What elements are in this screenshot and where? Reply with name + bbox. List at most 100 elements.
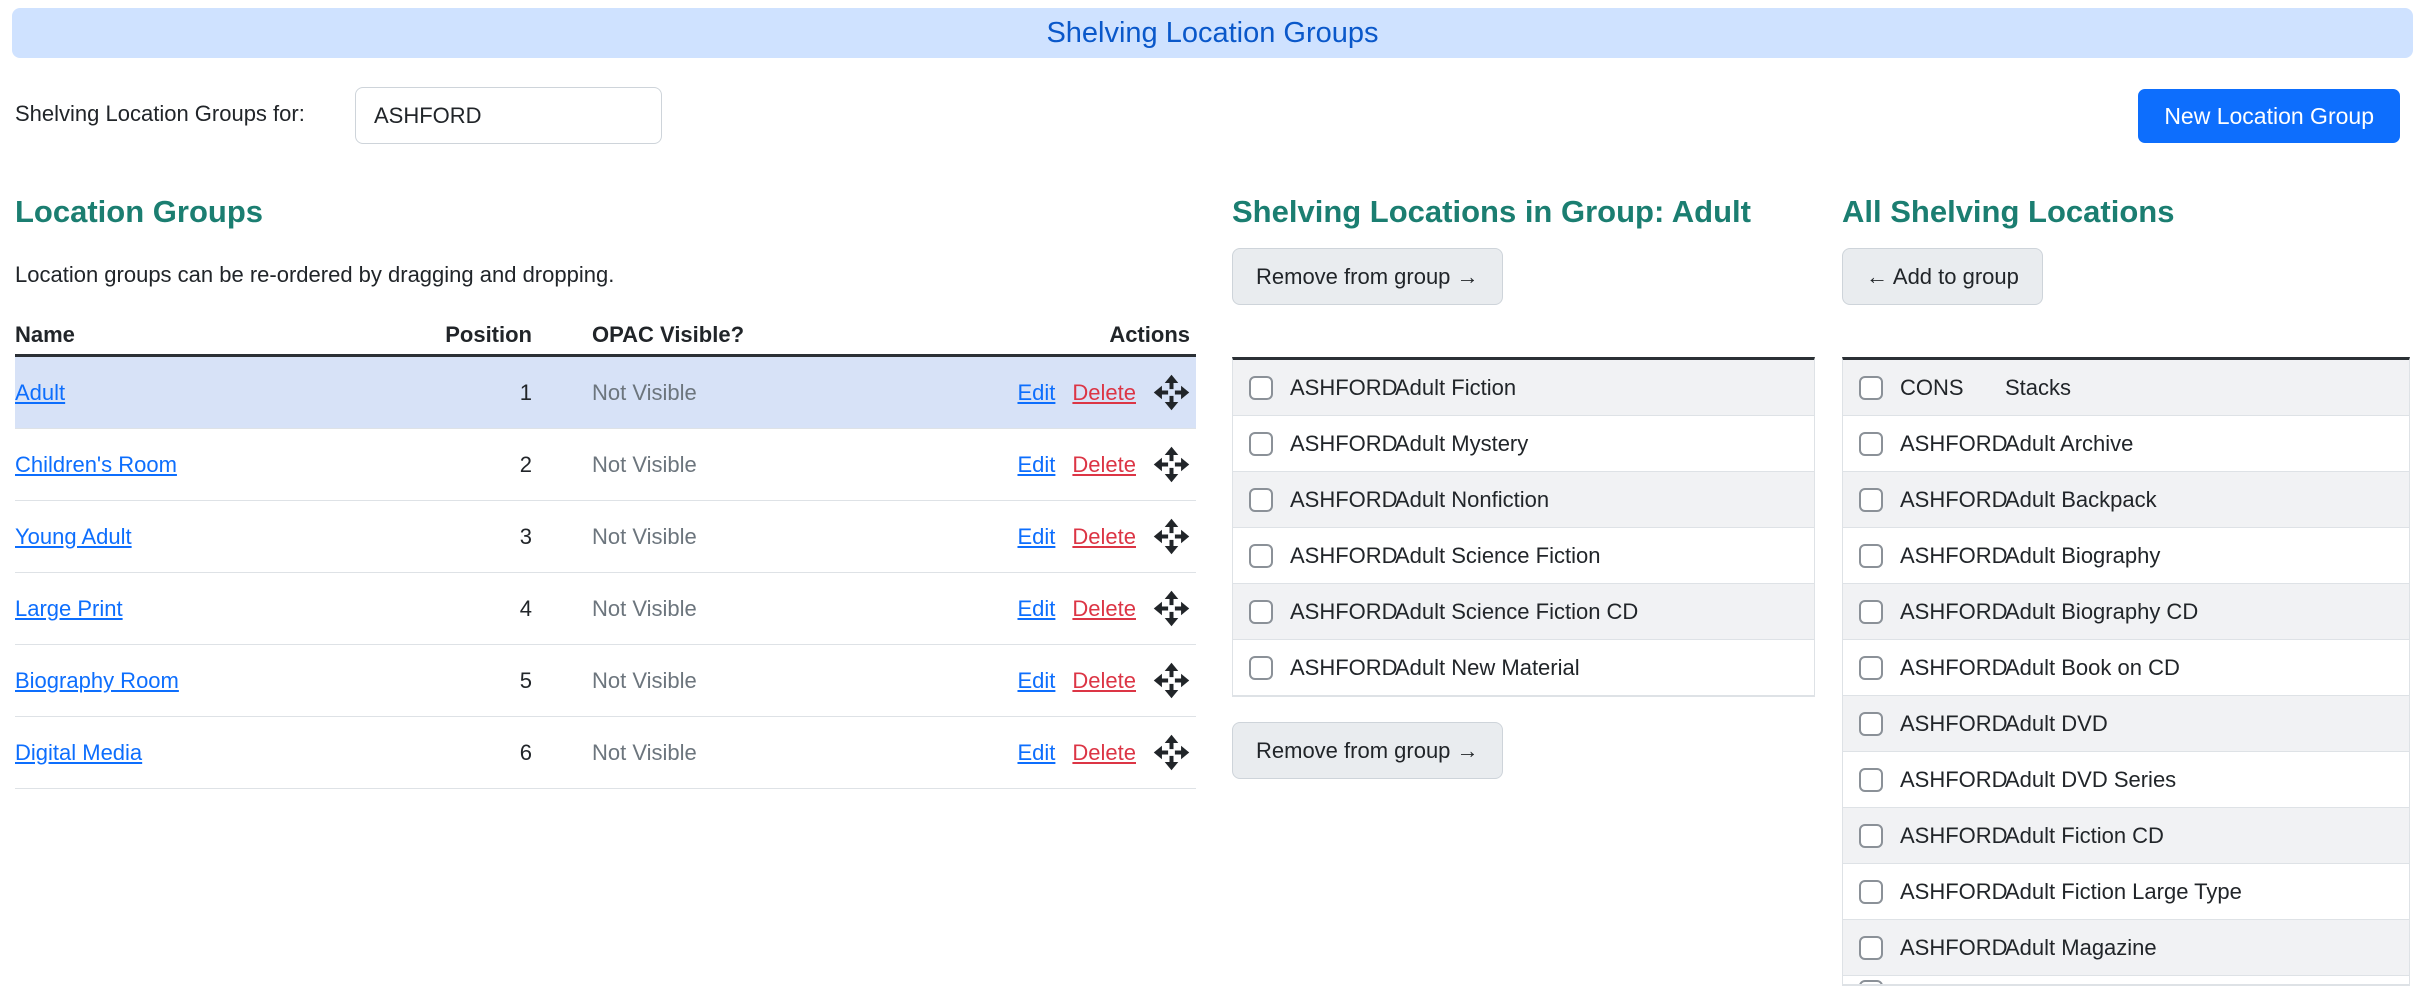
position-value: 3 <box>519 523 532 549</box>
location-checkbox[interactable] <box>1859 980 1883 984</box>
shelving-location-list-item: ASHFORD Adult Backpack <box>1843 472 2409 528</box>
location-name: Adult Backpack <box>2005 486 2157 512</box>
opac-visibility-value: Not Visible <box>592 739 697 765</box>
edit-link[interactable]: Edit <box>1017 739 1056 765</box>
shelving-location-list-item-partial <box>1843 976 2409 985</box>
location-name: Stacks <box>2005 374 2072 400</box>
remove-from-group-button-bottom[interactable]: Remove from group → <box>1232 722 1503 779</box>
location-checkbox[interactable] <box>1859 879 1883 904</box>
location-checkbox[interactable] <box>1859 767 1883 792</box>
arrows-move-icon[interactable] <box>1153 518 1190 555</box>
location-group-row: Digital Media 6 Not Visible Edit Delete <box>15 717 1196 789</box>
location-checkbox[interactable] <box>1249 599 1273 624</box>
arrows-move-icon[interactable] <box>1153 662 1190 699</box>
delete-link[interactable]: Delete <box>1072 451 1136 477</box>
shelving-location-list-item: ASHFORD Adult Fiction <box>1233 360 1814 416</box>
org-unit-input[interactable] <box>355 87 662 144</box>
location-name: Adult Fiction <box>1395 374 1517 400</box>
shelving-location-list-item: ASHFORD Adult Fiction CD <box>1843 808 2409 864</box>
org-code: ASHFORD <box>1290 598 1398 624</box>
location-group-name-link[interactable]: Children's Room <box>15 451 177 477</box>
location-checkbox[interactable] <box>1249 655 1273 680</box>
delete-link[interactable]: Delete <box>1072 379 1136 405</box>
arrows-move-icon[interactable] <box>1153 590 1190 627</box>
org-code: ASHFORD <box>1900 822 2008 848</box>
location-group-name-link[interactable]: Digital Media <box>15 739 143 765</box>
location-checkbox[interactable] <box>1249 375 1273 400</box>
column-header-name: Name <box>15 321 75 347</box>
location-group-row: Biography Room 5 Not Visible Edit Delete <box>15 645 1196 717</box>
add-to-group-button[interactable]: ← Add to group <box>1842 248 2043 305</box>
opac-visibility-value: Not Visible <box>592 523 697 549</box>
org-code: ASHFORD <box>1290 374 1398 400</box>
location-checkbox[interactable] <box>1249 487 1273 512</box>
opac-visibility-value: Not Visible <box>592 451 697 477</box>
location-name: Adult DVD <box>2005 710 2108 736</box>
new-location-group-button[interactable]: New Location Group <box>2138 89 2400 143</box>
location-name: Adult Biography CD <box>2005 598 2199 624</box>
org-code: ASHFORD <box>1900 710 2008 736</box>
location-group-name-link[interactable]: Adult <box>15 379 66 405</box>
location-name: Adult New Material <box>1395 654 1580 680</box>
shelving-location-list-item: ASHFORD Adult Fiction Large Type <box>1843 864 2409 920</box>
location-group-name-link[interactable]: Young Adult <box>15 523 132 549</box>
column-header-actions: Actions <box>1109 321 1190 347</box>
edit-link[interactable]: Edit <box>1017 523 1056 549</box>
context-label: Shelving Location Groups for: <box>15 101 305 126</box>
column-header-position: Position <box>445 321 532 347</box>
all-locations-heading: All Shelving Locations <box>1842 194 2175 229</box>
position-value: 2 <box>519 451 532 477</box>
location-name: Adult Biography <box>2005 542 2161 568</box>
location-group-row: Young Adult 3 Not Visible Edit Delete <box>15 501 1196 573</box>
position-value: 5 <box>519 667 532 693</box>
opac-visibility-value: Not Visible <box>592 379 697 405</box>
location-group-row: Large Print 4 Not Visible Edit Delete <box>15 573 1196 645</box>
edit-link[interactable]: Edit <box>1017 379 1056 405</box>
shelving-location-list-item: ASHFORD Adult DVD Series <box>1843 752 2409 808</box>
location-name: Adult Mystery <box>1395 430 1529 456</box>
location-checkbox[interactable] <box>1249 543 1273 568</box>
location-groups-note: Location groups can be re-ordered by dra… <box>15 262 615 287</box>
location-checkbox[interactable] <box>1859 655 1883 680</box>
edit-link[interactable]: Edit <box>1017 667 1056 693</box>
location-checkbox[interactable] <box>1859 543 1883 568</box>
arrows-move-icon[interactable] <box>1153 734 1190 771</box>
shelving-location-list-item: ASHFORD Adult Archive <box>1843 416 2409 472</box>
location-checkbox[interactable] <box>1859 599 1883 624</box>
location-name: Adult Magazine <box>2005 934 2157 960</box>
location-groups-table: Name Position OPAC Visible? Actions Adul… <box>15 315 1196 789</box>
delete-link[interactable]: Delete <box>1072 523 1136 549</box>
location-checkbox[interactable] <box>1859 487 1883 512</box>
delete-link[interactable]: Delete <box>1072 739 1136 765</box>
arrows-move-icon[interactable] <box>1153 374 1190 411</box>
location-checkbox[interactable] <box>1249 431 1273 456</box>
shelving-location-list-item: CONS Stacks <box>1843 360 2409 416</box>
location-group-name-link[interactable]: Biography Room <box>15 667 179 693</box>
location-checkbox[interactable] <box>1859 431 1883 456</box>
location-name: Adult Book on CD <box>2005 654 2180 680</box>
position-value: 4 <box>519 595 532 621</box>
all-locations-list: CONS Stacks ASHFORD Adult Archive ASHFOR… <box>1842 357 2410 986</box>
location-name: Adult Archive <box>2005 430 2134 456</box>
location-name: Adult Fiction Large Type <box>2005 878 2242 904</box>
org-code: ASHFORD <box>1900 486 2008 512</box>
delete-link[interactable]: Delete <box>1072 595 1136 621</box>
remove-from-group-button-top[interactable]: Remove from group → <box>1232 248 1503 305</box>
org-code: ASHFORD <box>1290 542 1398 568</box>
location-name: Adult Science Fiction <box>1395 542 1601 568</box>
location-checkbox[interactable] <box>1859 711 1883 736</box>
location-checkbox[interactable] <box>1859 823 1883 848</box>
edit-link[interactable]: Edit <box>1017 451 1056 477</box>
position-value: 6 <box>519 739 532 765</box>
position-value: 1 <box>519 379 532 405</box>
page-title: Shelving Location Groups <box>1046 16 1379 49</box>
arrows-move-icon[interactable] <box>1153 446 1190 483</box>
shelving-location-list-item: ASHFORD Adult New Material <box>1233 640 1814 696</box>
location-checkbox[interactable] <box>1859 375 1883 400</box>
shelving-location-list-item: ASHFORD Adult DVD <box>1843 696 2409 752</box>
edit-link[interactable]: Edit <box>1017 595 1056 621</box>
location-group-row: Adult 1 Not Visible Edit Delete <box>15 357 1196 429</box>
delete-link[interactable]: Delete <box>1072 667 1136 693</box>
location-checkbox[interactable] <box>1859 935 1883 960</box>
location-group-name-link[interactable]: Large Print <box>15 595 123 621</box>
